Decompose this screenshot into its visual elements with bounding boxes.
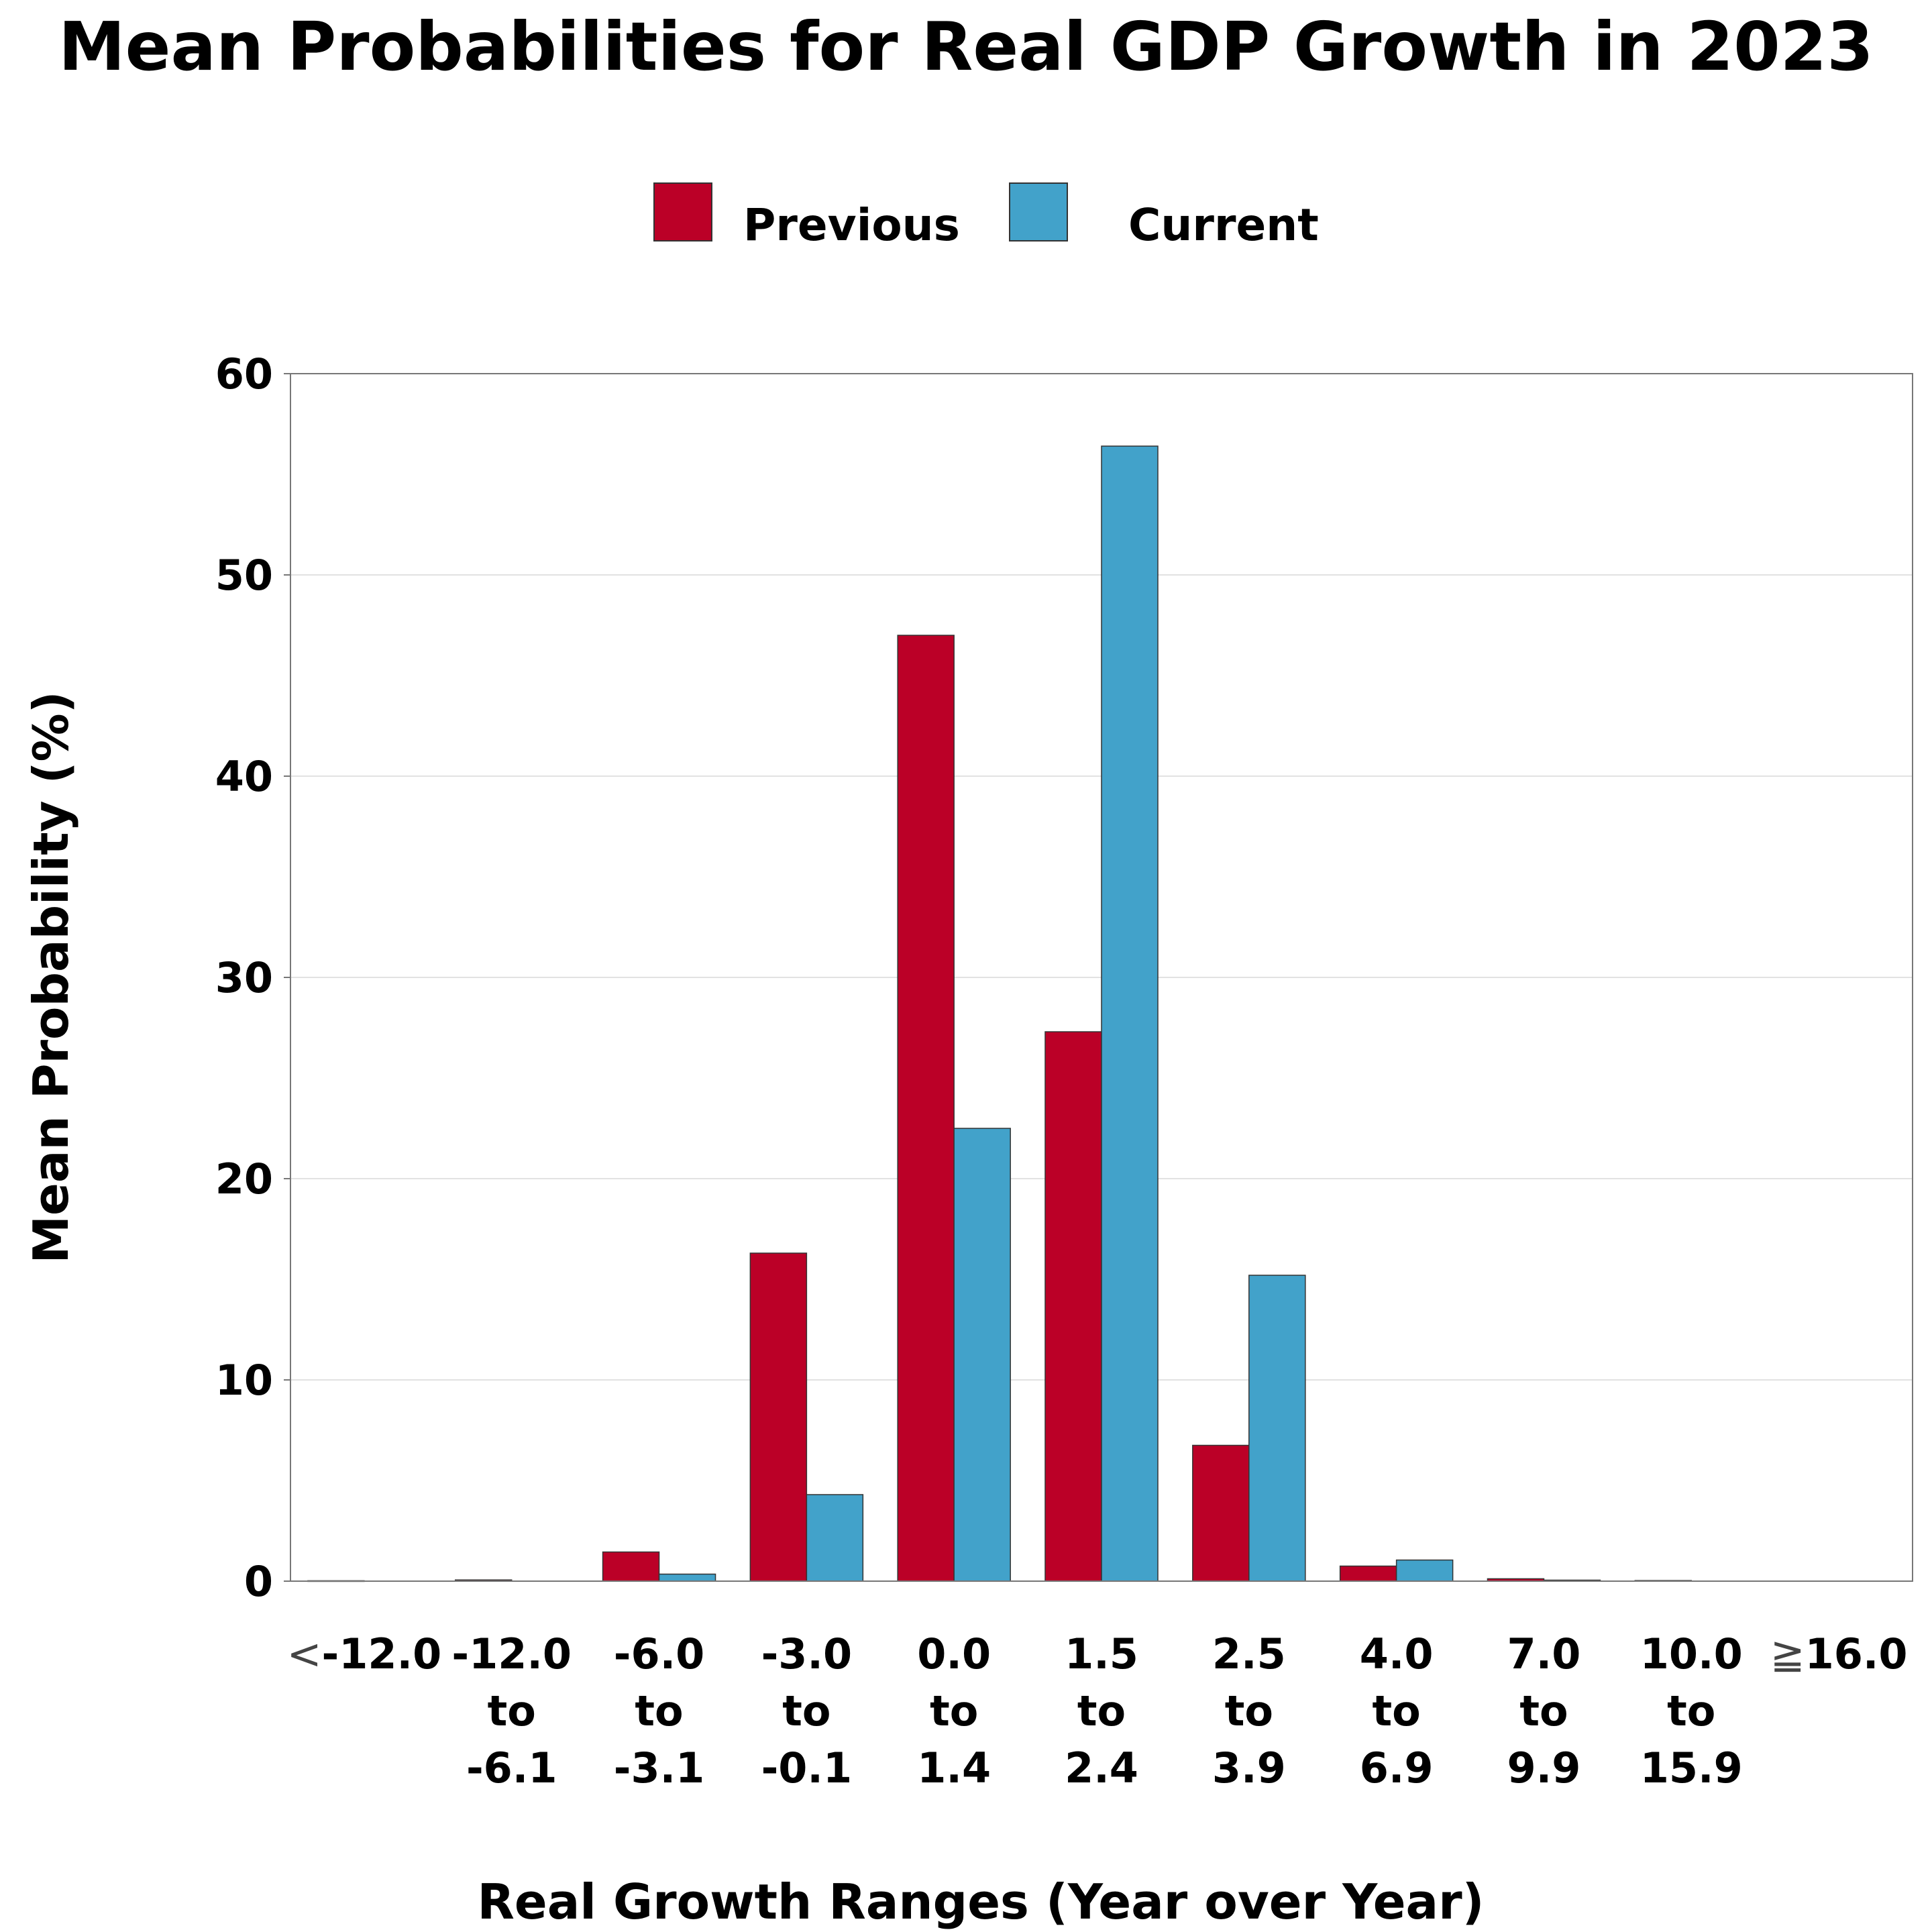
y-tick-label: 50 [215, 551, 273, 600]
x-category-label: -6.0 to -3.1 [614, 1629, 705, 1792]
bar-previous [602, 1551, 660, 1582]
bar-previous [1044, 1031, 1102, 1582]
bar-current [1101, 445, 1159, 1582]
x-tick-label: 7.0 [1507, 1629, 1581, 1678]
x-category-label: 10.0 to 15.9 [1640, 1629, 1743, 1792]
x-axis: <-12.0 -12.0 to -6.1 -6.0 to -3.1 -3.0 to -0.1 0.0… [287, 1629, 1908, 1792]
x-category-label: -3.0 to -0.1 [761, 1629, 853, 1792]
bars [307, 445, 1693, 1582]
bar-current [658, 1573, 716, 1582]
x-tick-label: -3.0 [761, 1629, 853, 1678]
y-axis: 0 10 20 30 40 50 60 [215, 350, 290, 1606]
legend-swatch-current [1009, 182, 1068, 241]
x-tick-label: to [1519, 1686, 1568, 1735]
y-tick-label: 60 [215, 350, 273, 398]
x-axis-title: Real Growth Ranges (Year over Year) [477, 1874, 1484, 1930]
bar-previous [1192, 1444, 1250, 1582]
bar-current [1248, 1275, 1306, 1582]
x-tick-label: 9.9 [1507, 1743, 1581, 1792]
y-tick-label: 40 [215, 752, 273, 801]
x-category-label: <-12.0 [287, 1629, 442, 1678]
x-tick-label: -6.1 [466, 1743, 557, 1792]
x-category-label: 2.5 to 3.9 [1212, 1629, 1286, 1792]
x-tick-label: to [1077, 1686, 1126, 1735]
legend-label-previous: Previous [743, 199, 960, 251]
bar-previous [897, 635, 955, 1582]
x-category-label: 0.0 to 1.4 [917, 1629, 991, 1792]
x-category-label: -12.0 to -6.1 [451, 1629, 572, 1792]
x-tick-label: 15.9 [1640, 1743, 1743, 1792]
x-tick-label: -6.0 [614, 1629, 705, 1678]
x-tick-label: to [930, 1686, 978, 1735]
x-tick-label: 4.0 [1360, 1629, 1434, 1678]
bar-previous [749, 1252, 808, 1582]
x-tick-label: to [488, 1686, 536, 1735]
x-category-label: 1.5 to 2.4 [1065, 1629, 1138, 1792]
x-tick-label: 1.4 [917, 1743, 991, 1792]
chart-title: Mean Probabilities for Real GDP Growth i… [58, 7, 1874, 86]
x-tick-label: 1.5 [1065, 1629, 1138, 1678]
x-tick-label: to [1667, 1686, 1715, 1735]
x-tick-label: 0.0 [917, 1629, 991, 1678]
bar-previous [1339, 1565, 1397, 1582]
y-tick-label: 20 [215, 1155, 273, 1203]
x-tick-label: to [1225, 1686, 1273, 1735]
y-tick-label: 30 [215, 953, 273, 1002]
y-axis-title: Mean Probability (%) [23, 691, 79, 1263]
bar-current [953, 1128, 1011, 1582]
x-category-label: 7.0 to 9.9 [1507, 1629, 1581, 1792]
x-tick-label: 10.0 [1640, 1629, 1743, 1678]
legend: Previous Current [653, 182, 1319, 251]
x-tick-label: -12.0 [451, 1629, 572, 1678]
x-tick-label: 6.9 [1360, 1743, 1434, 1792]
x-tick-label: to [635, 1686, 683, 1735]
x-category-label: ≧16.0 [1770, 1629, 1908, 1678]
bar-current [1395, 1559, 1454, 1582]
bar-current [806, 1494, 864, 1582]
x-tick-label: -0.1 [761, 1743, 853, 1792]
x-category-label: 4.0 to 6.9 [1360, 1629, 1434, 1792]
x-tick-label: 2.4 [1065, 1743, 1138, 1792]
x-tick-label: -3.1 [614, 1743, 705, 1792]
x-tick-label: 3.9 [1212, 1743, 1286, 1792]
x-tick-label: to [1373, 1686, 1421, 1735]
x-tick-label: to [782, 1686, 830, 1735]
legend-swatch-previous [653, 182, 712, 241]
x-tick-label: 2.5 [1212, 1629, 1286, 1678]
x-tick-label: <-12.0 [287, 1629, 442, 1678]
y-tick-label: 10 [215, 1356, 273, 1405]
y-tick-label: 0 [244, 1557, 273, 1606]
legend-label-current: Current [1128, 199, 1319, 251]
x-tick-label: ≧16.0 [1770, 1629, 1908, 1678]
